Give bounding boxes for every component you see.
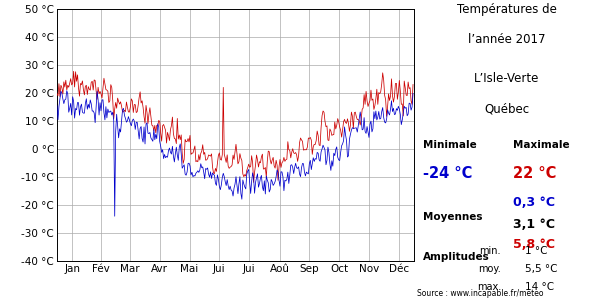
Text: Source : www.incapable.fr/meteo: Source : www.incapable.fr/meteo xyxy=(417,290,544,298)
Text: Minimale: Minimale xyxy=(423,140,477,149)
Text: 22 °C: 22 °C xyxy=(513,167,556,182)
Text: 14 °C: 14 °C xyxy=(525,282,554,292)
Text: Amplitudes: Amplitudes xyxy=(423,252,490,262)
Text: Températures de: Températures de xyxy=(457,3,557,16)
Text: Moyennes: Moyennes xyxy=(423,212,482,221)
Text: -24 °C: -24 °C xyxy=(423,167,472,182)
Text: 5,5 °C: 5,5 °C xyxy=(525,264,557,274)
Text: Québec: Québec xyxy=(484,102,530,115)
Text: moy.: moy. xyxy=(478,264,501,274)
Text: l’année 2017: l’année 2017 xyxy=(468,33,546,46)
Text: L’Isle-Verte: L’Isle-Verte xyxy=(475,72,539,85)
Text: min.: min. xyxy=(479,246,501,256)
Text: 5,8 °C: 5,8 °C xyxy=(513,238,555,251)
Text: 0,3 °C: 0,3 °C xyxy=(513,196,555,209)
Text: 3,1 °C: 3,1 °C xyxy=(513,218,555,230)
Text: max.: max. xyxy=(477,282,501,292)
Text: 1 °C: 1 °C xyxy=(525,246,548,256)
Text: Maximale: Maximale xyxy=(513,140,569,149)
